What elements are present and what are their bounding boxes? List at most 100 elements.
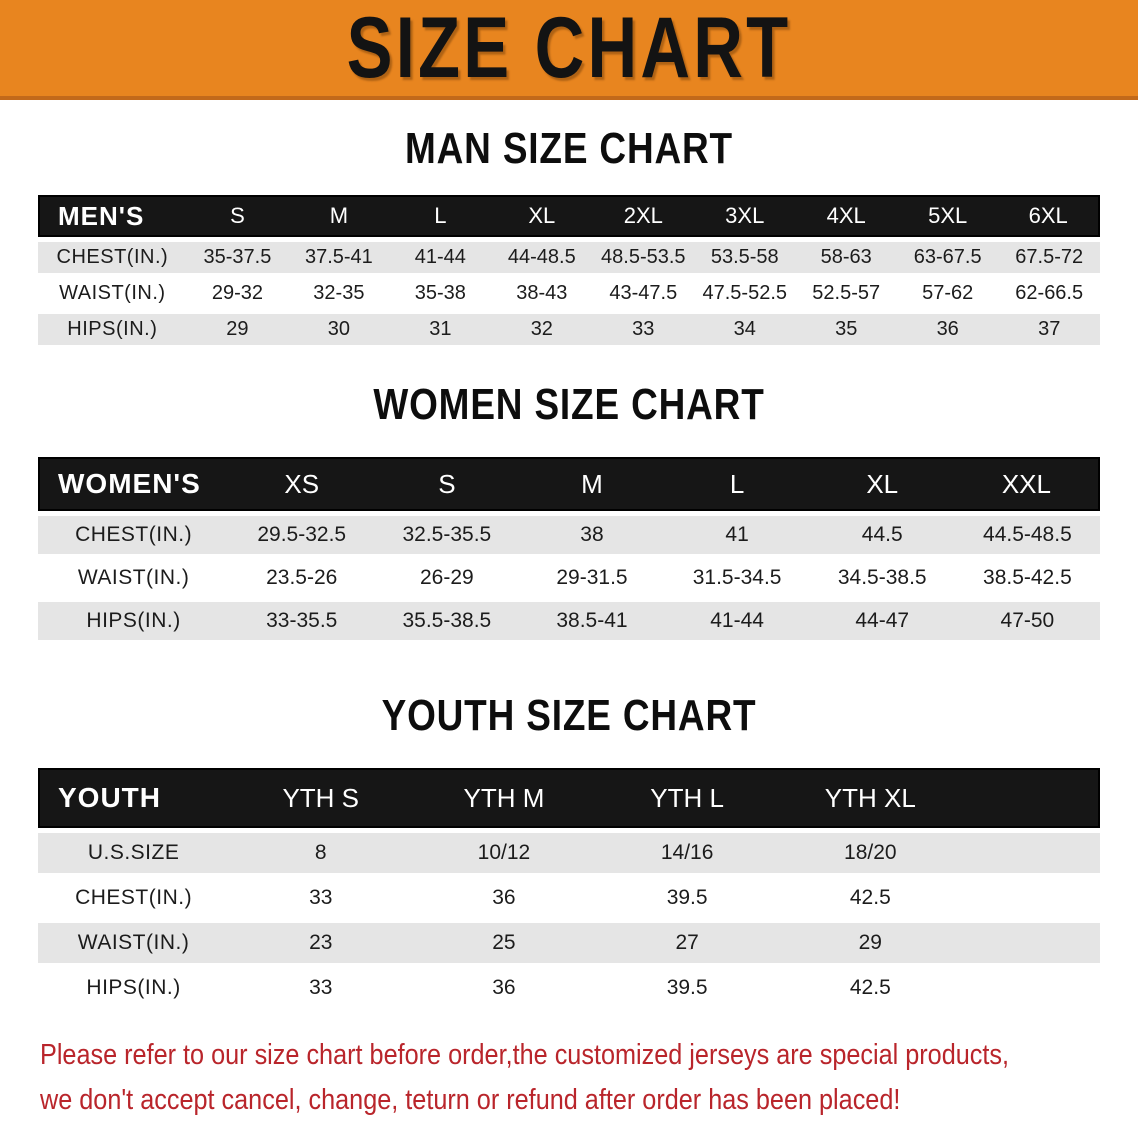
table-header-label: WOMEN'S (38, 457, 230, 511)
size-value-cell: 44.5-48.5 (954, 516, 1100, 554)
size-value-cell: 52.5-57 (795, 278, 897, 309)
size-value-cell: 36 (896, 314, 999, 345)
size-value-cell: 18/20 (778, 833, 962, 873)
row-label: CHEST(IN.) (38, 242, 187, 273)
size-value-cell: 38 (519, 516, 665, 554)
size-value-cell: 36 (412, 968, 596, 1008)
table-row: CHEST(IN.) 33 36 39.5 42.5 (38, 878, 1100, 918)
size-value-cell: 33 (229, 968, 413, 1008)
blank-header-cell (961, 768, 1100, 828)
size-value-cell: 35.5-38.5 (374, 602, 520, 640)
size-value-cell: 29 (186, 314, 289, 345)
table-row: CHEST(IN.) 29.5-32.5 32.5-35.5 38 41 44.5 44.5… (38, 516, 1100, 554)
size-chart-banner: SIZE CHART (0, 0, 1138, 100)
row-label: CHEST(IN.) (38, 516, 230, 554)
size-value-cell: 8 (229, 833, 413, 873)
size-value-cell: 41-44 (664, 602, 810, 640)
size-value-cell: 44-47 (809, 602, 955, 640)
banner-title: SIZE CHART (346, 0, 792, 96)
size-column-header: 4XL (795, 195, 897, 237)
size-value-cell: 29 (778, 923, 962, 963)
women-size-table: WOMEN'S XS S M L XL XXL CHEST(IN.) 29.5-32.5 32.5… (38, 452, 1100, 645)
size-value-cell: 47-50 (954, 602, 1100, 640)
size-value-cell: 29-31.5 (519, 559, 665, 597)
men-size-table: MEN'S S M L XL 2XL 3XL 4XL 5XL 6XL CHEST(IN.) 35-37… (38, 190, 1100, 350)
size-table: MEN'S S M L XL 2XL 3XL 4XL 5XL 6XL CHEST(IN.) 35-37… (38, 190, 1100, 350)
size-value-cell: 41-44 (389, 242, 492, 273)
table-body: CHEST(IN.) 35-37.5 37.5-41 41-44 44-48.5 48.5… (38, 242, 1100, 345)
youth-section-heading: YOUTH SIZE CHART (381, 691, 757, 740)
size-column-header: YTH L (595, 768, 779, 828)
size-value-cell: 32.5-35.5 (374, 516, 520, 554)
size-column-header: 2XL (592, 195, 695, 237)
size-value-cell: 44-48.5 (491, 242, 593, 273)
size-column-header: XL (809, 457, 955, 511)
disclaimer-line-2: we don't accept cancel, change, teturn o… (40, 1084, 901, 1116)
size-value-cell: 29-32 (186, 278, 289, 309)
blank-cell (961, 968, 1100, 1008)
size-value-cell: 23.5-26 (229, 559, 375, 597)
size-value-cell: 34.5-38.5 (809, 559, 955, 597)
table-header: YOUTH YTH S YTH M YTH L YTH XL (38, 768, 1100, 828)
table-row: HIPS(IN.) 33 36 39.5 42.5 (38, 968, 1100, 1008)
youth-size-table: YOUTH YTH S YTH M YTH L YTH XL U.S.SIZE 8 10/12… (38, 763, 1100, 1013)
size-column-header: 3XL (694, 195, 796, 237)
row-label: CHEST(IN.) (38, 878, 230, 918)
size-value-cell: 32-35 (288, 278, 390, 309)
size-value-cell: 67.5-72 (998, 242, 1100, 273)
size-column-header: XL (491, 195, 593, 237)
size-value-cell: 10/12 (412, 833, 596, 873)
size-column-header: M (288, 195, 390, 237)
size-value-cell: 29.5-32.5 (229, 516, 375, 554)
size-value-cell: 62-66.5 (998, 278, 1100, 309)
row-label: U.S.SIZE (38, 833, 230, 873)
size-table: YOUTH YTH S YTH M YTH L YTH XL U.S.SIZE 8 10/12… (38, 763, 1100, 1013)
size-value-cell: 63-67.5 (896, 242, 999, 273)
size-value-cell: 43-47.5 (592, 278, 695, 309)
size-value-cell: 37 (998, 314, 1100, 345)
row-label: HIPS(IN.) (38, 314, 187, 345)
size-value-cell: 33 (229, 878, 413, 918)
size-column-header: M (519, 457, 665, 511)
size-value-cell: 35 (795, 314, 897, 345)
size-value-cell: 34 (694, 314, 796, 345)
size-value-cell: 31.5-34.5 (664, 559, 810, 597)
size-column-header: YTH XL (778, 768, 962, 828)
row-label: WAIST(IN.) (38, 278, 187, 309)
size-table: WOMEN'S XS S M L XL XXL CHEST(IN.) 29.5-32.5 32.5… (38, 452, 1100, 645)
size-value-cell: 48.5-53.5 (592, 242, 695, 273)
blank-cell (961, 833, 1100, 873)
table-row: HIPS(IN.) 29 30 31 32 33 34 35 36 37 (38, 314, 1100, 345)
size-value-cell: 27 (595, 923, 779, 963)
size-value-cell: 25 (412, 923, 596, 963)
table-row: WAIST(IN.) 29-32 32-35 35-38 38-43 43-47.5 47.… (38, 278, 1100, 309)
row-label: WAIST(IN.) (38, 559, 230, 597)
row-label: HIPS(IN.) (38, 968, 230, 1008)
disclaimer: Please refer to our size chart before or… (40, 1033, 1138, 1123)
size-value-cell: 23 (229, 923, 413, 963)
men-section-heading: MAN SIZE CHART (405, 124, 733, 173)
table-row: HIPS(IN.) 33-35.5 35.5-38.5 38.5-41 41-44 44-… (38, 602, 1100, 640)
size-value-cell: 35-37.5 (186, 242, 289, 273)
size-value-cell: 33 (592, 314, 695, 345)
table-body: CHEST(IN.) 29.5-32.5 32.5-35.5 38 41 44.5 44.5… (38, 516, 1100, 640)
men-size-section: MAN SIZE CHART MEN'S S M L XL 2XL 3XL 4XL 5XL 6XL… (0, 126, 1138, 350)
size-value-cell: 53.5-58 (694, 242, 796, 273)
header-row: YOUTH YTH S YTH M YTH L YTH XL (38, 768, 1100, 828)
size-value-cell: 32 (491, 314, 593, 345)
size-value-cell: 39.5 (595, 968, 779, 1008)
row-label: WAIST(IN.) (38, 923, 230, 963)
table-row: U.S.SIZE 8 10/12 14/16 18/20 (38, 833, 1100, 873)
size-value-cell: 47.5-52.5 (694, 278, 796, 309)
size-column-header: L (389, 195, 492, 237)
size-column-header: YTH M (412, 768, 596, 828)
header-row: MEN'S S M L XL 2XL 3XL 4XL 5XL 6XL (38, 195, 1100, 237)
size-value-cell: 35-38 (389, 278, 492, 309)
table-header-label: MEN'S (38, 195, 187, 237)
table-row: WAIST(IN.) 23 25 27 29 (38, 923, 1100, 963)
size-value-cell: 37.5-41 (288, 242, 390, 273)
size-column-header: XS (229, 457, 375, 511)
size-column-header: XXL (954, 457, 1100, 511)
size-column-header: 5XL (896, 195, 999, 237)
